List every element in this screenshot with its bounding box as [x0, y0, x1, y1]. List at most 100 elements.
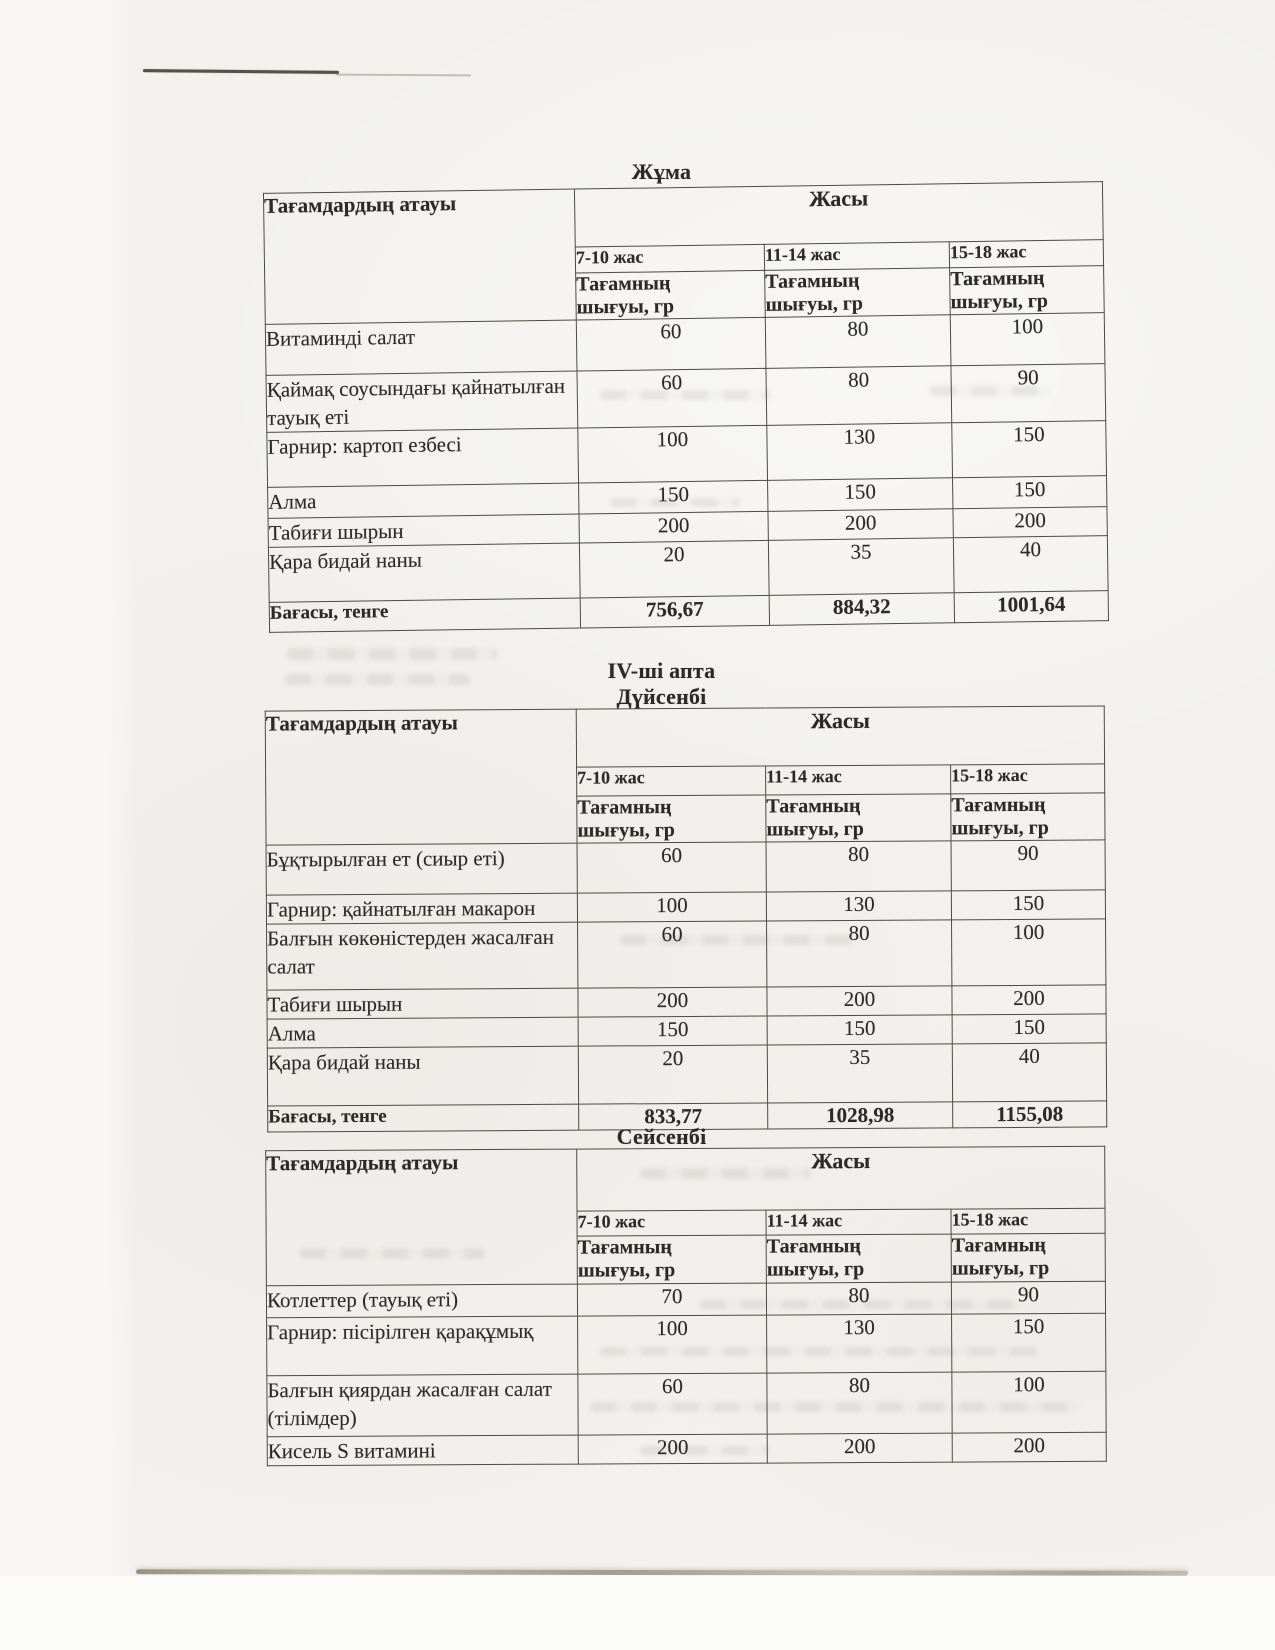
bleed-through-smudge — [287, 648, 497, 660]
portion-value: 90 — [951, 839, 1106, 891]
portion-value: 150 — [767, 477, 953, 512]
week-title: IV-ші апта — [607, 658, 716, 683]
dish-column-header: Тағамдардың атауы — [265, 709, 578, 846]
portion-value: 20 — [578, 1045, 768, 1105]
paper-left-margin — [0, 0, 138, 1578]
portion-value: 60 — [577, 921, 767, 989]
age-group-header: Жасы — [576, 1146, 1106, 1212]
table-row: Балғын көкөністерден жасалған салат 60 8… — [266, 918, 1106, 991]
portion-value: 70 — [577, 1283, 767, 1317]
portion-value: 150 — [951, 1313, 1106, 1373]
portion-value: 100 — [577, 1315, 767, 1375]
portion-value: 200 — [767, 1433, 953, 1464]
portion-value: 100 — [951, 918, 1106, 986]
bleed-through-smudge — [285, 674, 470, 685]
portion-value: 200 — [952, 1432, 1107, 1463]
day-title-friday: Жұма — [631, 159, 692, 184]
portion-value: 200 — [952, 506, 1108, 538]
portion-value: 80 — [766, 840, 952, 893]
portion-value: 90 — [950, 363, 1106, 423]
portion-value: 80 — [765, 314, 951, 369]
portion-header: Тағамның шығуы, гр — [575, 270, 766, 321]
dish-column-header: Тағамдардың атауы — [263, 189, 577, 325]
dish-name: Қара бидай наны — [268, 543, 581, 603]
bleed-through-smudge — [600, 1347, 1040, 1356]
table-row: Балғын қиярдан жасалған салат (тілімдер)… — [266, 1371, 1107, 1437]
portion-header: Тағамның шығуы, гр — [766, 1234, 952, 1284]
portion-value: 150 — [951, 889, 1106, 920]
dish-name: Қара бидай наны — [267, 1046, 579, 1107]
portion-value: 90 — [951, 1281, 1106, 1315]
age-column-label: 11-14 жас — [764, 241, 950, 271]
portion-value: 150 — [952, 475, 1107, 509]
dish-name: Қаймақ соусындағы қайнатылған тауық еті — [266, 371, 578, 433]
dish-column-header: Тағамдардың атауы — [265, 1149, 578, 1286]
dish-name: Котлеттер (тауық еті) — [266, 1284, 578, 1318]
price-value: 884,32 — [769, 592, 955, 626]
portion-value: 80 — [766, 1372, 953, 1435]
age-column-label: 11-14 жас — [765, 764, 951, 796]
portion-value: 200 — [578, 1434, 768, 1465]
bleed-through-smudge — [620, 935, 860, 945]
age-group-header: Жасы — [576, 705, 1105, 768]
portion-value: 130 — [766, 422, 953, 481]
portion-value: 80 — [765, 365, 952, 426]
bleed-through-smudge — [640, 1168, 810, 1179]
price-label: Бағасы, тенге — [269, 597, 581, 633]
portion-header: Тағамның шығуы, гр — [577, 1235, 767, 1285]
menu-table-friday: Тағамдардың атауы Жасы 7-10 жас 11-14 жа… — [263, 181, 1109, 633]
portion-value: 130 — [766, 1314, 952, 1374]
dish-name: Витаминді салат — [265, 320, 577, 376]
week-and-day-title: IV-ші апта Дүйсенбі — [242, 658, 1081, 710]
day-title-tuesday: Сейсенбі — [616, 1124, 707, 1149]
bleed-through-smudge — [640, 1446, 770, 1455]
age-column-label: 15-18 жас — [949, 239, 1104, 268]
dish-name: Гарнир: пісірілген қарақұмық — [266, 1316, 578, 1376]
dish-name: Табиғи шырын — [268, 514, 580, 548]
portion-header: Тағамның шығуы, гр — [764, 267, 951, 318]
bleed-through-smudge — [590, 1402, 1080, 1412]
day-title-monday: Дүйсенбі — [616, 684, 707, 709]
portion-value: 150 — [578, 1016, 768, 1047]
age-column-label: 7-10 жас — [577, 1210, 767, 1237]
portion-header: Тағамның шығуы, гр — [949, 265, 1105, 315]
bleed-through-smudge — [700, 1300, 1020, 1309]
dish-name: Кисель S витамині — [267, 1435, 579, 1466]
portion-header: Тағамның шығуы, гр — [950, 792, 1106, 841]
table-row: Котлеттер (тауық еті) 70 80 90 — [266, 1281, 1106, 1318]
age-column-label: 15-18 жас — [950, 1208, 1106, 1235]
portion-value: 100 — [577, 892, 767, 923]
portion-value: 200 — [577, 987, 768, 1018]
portion-value: 150 — [951, 420, 1107, 478]
portion-value: 200 — [578, 511, 769, 544]
scanner-background — [0, 1576, 1275, 1650]
portion-value: 60 — [577, 1373, 768, 1436]
portion-value: 80 — [766, 1282, 952, 1316]
portion-value: 200 — [767, 508, 954, 541]
age-column-label: 11-14 жас — [765, 1209, 952, 1236]
dish-name: Гарнир: қайнатылған макарон — [266, 893, 578, 925]
menu-table-monday: Тағамдардың атауы Жасы 7-10 жас 11-14 жа… — [265, 705, 1108, 1133]
portion-value: 150 — [767, 1014, 953, 1046]
portion-header: Тағамның шығуы, гр — [765, 793, 952, 843]
portion-value: 150 — [952, 1013, 1107, 1044]
dish-name: Бұқтырылған ет (сиыр еті) — [266, 843, 578, 896]
portion-value: 20 — [579, 540, 770, 598]
dish-name: Балғын қиярдан жасалған салат (тілімдер) — [266, 1374, 579, 1437]
bleed-through-smudge — [610, 498, 740, 507]
portion-value: 200 — [766, 985, 953, 1017]
portion-value: 100 — [951, 1371, 1107, 1434]
price-value: 756,67 — [580, 595, 770, 628]
portion-value: 60 — [576, 368, 767, 429]
dish-name: Гарнир: картоп езбесі — [266, 428, 579, 488]
portion-value: 130 — [766, 890, 952, 922]
dish-name: Табиғи шырын — [266, 988, 579, 1020]
age-column-label: 7-10 жас — [575, 244, 765, 274]
age-column-label: 7-10 жас — [576, 766, 766, 797]
portion-value: 35 — [767, 1043, 953, 1104]
portion-value: 35 — [768, 537, 955, 596]
table-row: Қара бидай наны 20 35 40 — [267, 1042, 1107, 1107]
portion-value: 200 — [951, 984, 1107, 1015]
table-header-row: Тағамдардың атауы Жасы — [265, 705, 1105, 846]
